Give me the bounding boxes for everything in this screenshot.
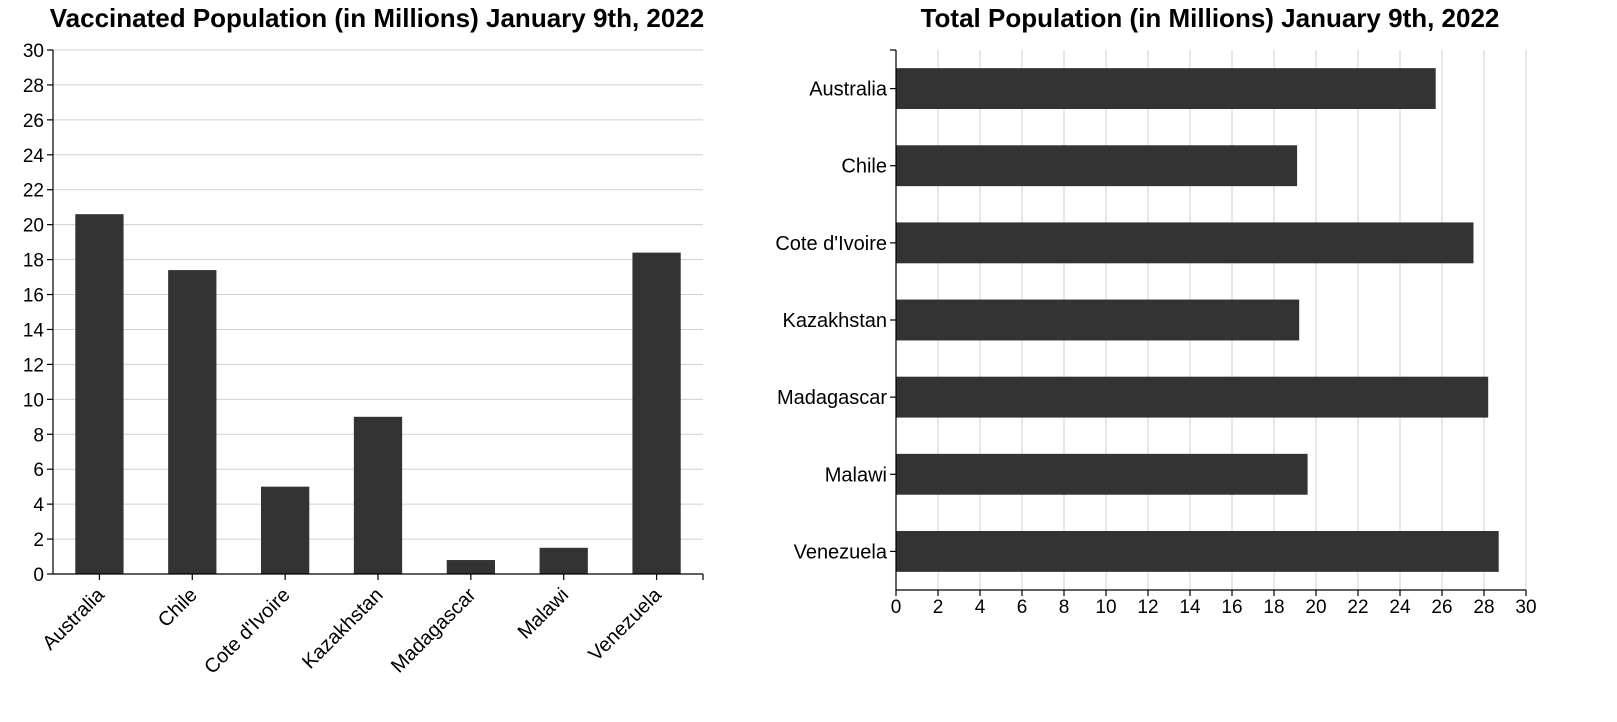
right-bar bbox=[896, 68, 1436, 110]
left-y-tick-label: 28 bbox=[23, 76, 44, 97]
right-x-axis: 0 2 4 6 8 10 12 14 16 18 20 22 24 26 28 30 bbox=[891, 589, 1537, 618]
right-y-axis: Australia Chile Cote d'Ivoire Kazakhstan Mad… bbox=[775, 49, 897, 590]
right-x-tick-label: 0 bbox=[891, 597, 902, 618]
right-y-tick-label: Chile bbox=[841, 156, 887, 178]
vaccinated-population-chart: Vaccinated Population (in Millions) Janu… bbox=[23, 3, 704, 678]
left-y-tick-label: 18 bbox=[23, 251, 44, 272]
left-chart-title: Vaccinated Population (in Millions) Janu… bbox=[50, 3, 705, 33]
left-y-tick-label: 6 bbox=[33, 460, 44, 481]
right-bar bbox=[896, 145, 1298, 187]
right-y-tick-label: Venezuela bbox=[794, 541, 888, 563]
left-y-tick-label: 8 bbox=[33, 425, 44, 446]
left-bar bbox=[632, 252, 681, 574]
right-bar bbox=[896, 530, 1499, 572]
right-x-tick-label: 22 bbox=[1347, 597, 1368, 618]
right-y-tick-label: Kazakhstan bbox=[782, 310, 887, 332]
left-x-tick-label: Madagascar bbox=[387, 584, 481, 678]
right-x-tick-label: 28 bbox=[1473, 597, 1494, 618]
left-y-tick-label: 4 bbox=[33, 495, 44, 516]
right-x-tick-label: 2 bbox=[933, 597, 944, 618]
left-bar bbox=[353, 416, 403, 574]
left-x-tick-label: Chile bbox=[154, 584, 202, 632]
left-bar bbox=[539, 547, 588, 574]
left-y-tick-label: 16 bbox=[23, 286, 44, 307]
left-y-tick-label: 20 bbox=[23, 216, 44, 237]
right-x-tick-label: 26 bbox=[1431, 597, 1452, 618]
right-bar bbox=[896, 453, 1308, 495]
right-x-tick-label: 14 bbox=[1179, 597, 1201, 618]
total-population-chart: Total Population (in Millions) January 9… bbox=[775, 3, 1536, 618]
left-bars bbox=[75, 214, 681, 575]
right-bars bbox=[896, 68, 1499, 572]
right-x-tick-label: 16 bbox=[1221, 597, 1242, 618]
left-x-tick-label: Malawi bbox=[514, 584, 574, 644]
right-y-tick-label: Cote d'Ivoire bbox=[775, 233, 887, 255]
right-x-tick-label: 24 bbox=[1389, 597, 1411, 618]
left-bar bbox=[261, 486, 310, 574]
right-bar bbox=[896, 299, 1300, 341]
left-y-tick-label: 12 bbox=[23, 355, 44, 376]
right-y-tick-label: Madagascar bbox=[777, 387, 887, 409]
right-x-tick-label: 4 bbox=[975, 597, 986, 618]
left-x-tick-label: Venezuela bbox=[584, 583, 666, 665]
left-bar bbox=[168, 270, 217, 574]
left-y-tick-label: 2 bbox=[33, 530, 44, 551]
right-x-tick-label: 18 bbox=[1263, 597, 1284, 618]
left-y-tick-label: 24 bbox=[23, 146, 45, 167]
left-gridlines bbox=[53, 49, 703, 540]
right-bar bbox=[896, 376, 1489, 418]
right-x-tick-label: 30 bbox=[1515, 597, 1536, 618]
right-bar bbox=[896, 222, 1474, 264]
left-y-tick-label: 14 bbox=[23, 320, 45, 341]
left-y-tick-label: 22 bbox=[23, 181, 44, 202]
left-bar bbox=[446, 560, 495, 574]
right-x-tick-label: 20 bbox=[1305, 597, 1326, 618]
left-y-tick-label: 0 bbox=[33, 565, 44, 586]
left-x-tick-label: Australia bbox=[38, 583, 109, 654]
left-x-tick-label: Kazakhstan bbox=[298, 584, 387, 673]
right-y-tick-label: Australia bbox=[809, 79, 888, 101]
right-chart-title: Total Population (in Millions) January 9… bbox=[921, 3, 1500, 33]
left-y-tick-label: 10 bbox=[23, 390, 44, 411]
left-bar bbox=[75, 214, 124, 575]
left-y-tick-label: 30 bbox=[23, 41, 44, 62]
right-x-tick-label: 8 bbox=[1059, 597, 1070, 618]
left-x-tick-label: Cote d'Ivoire bbox=[200, 584, 295, 679]
left-y-tick-label: 26 bbox=[23, 111, 44, 132]
right-y-tick-label: Malawi bbox=[825, 464, 887, 486]
right-x-tick-label: 12 bbox=[1137, 597, 1158, 618]
right-x-tick-label: 10 bbox=[1095, 597, 1116, 618]
right-x-tick-label: 6 bbox=[1017, 597, 1028, 618]
